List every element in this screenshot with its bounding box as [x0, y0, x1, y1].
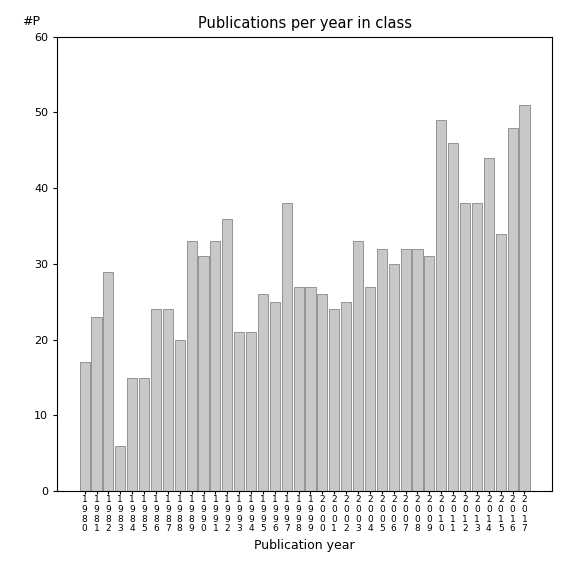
Bar [187, 241, 197, 491]
Bar [91, 317, 101, 491]
Bar [258, 294, 268, 491]
Bar [234, 332, 244, 491]
Bar [365, 287, 375, 491]
Bar [460, 204, 470, 491]
Bar [175, 340, 185, 491]
Text: #P: #P [23, 15, 40, 28]
Bar [198, 256, 209, 491]
Bar [329, 310, 339, 491]
Bar [270, 302, 280, 491]
Bar [388, 264, 399, 491]
Bar [496, 234, 506, 491]
Bar [353, 241, 363, 491]
Bar [519, 105, 530, 491]
Bar [318, 294, 327, 491]
Bar [151, 310, 161, 491]
Bar [400, 249, 411, 491]
Bar [222, 218, 232, 491]
Bar [412, 249, 422, 491]
Bar [424, 256, 434, 491]
Bar [448, 143, 458, 491]
Bar [210, 241, 221, 491]
Bar [294, 287, 304, 491]
Bar [282, 204, 292, 491]
Bar [306, 287, 316, 491]
Bar [127, 378, 137, 491]
Bar [341, 302, 351, 491]
Bar [163, 310, 173, 491]
Title: Publications per year in class: Publications per year in class [197, 16, 412, 31]
Bar [246, 332, 256, 491]
Bar [115, 446, 125, 491]
X-axis label: Publication year: Publication year [254, 539, 355, 552]
Bar [103, 272, 113, 491]
Bar [79, 362, 90, 491]
Bar [376, 249, 387, 491]
Bar [507, 128, 518, 491]
Bar [436, 120, 446, 491]
Bar [472, 204, 482, 491]
Bar [139, 378, 149, 491]
Bar [484, 158, 494, 491]
